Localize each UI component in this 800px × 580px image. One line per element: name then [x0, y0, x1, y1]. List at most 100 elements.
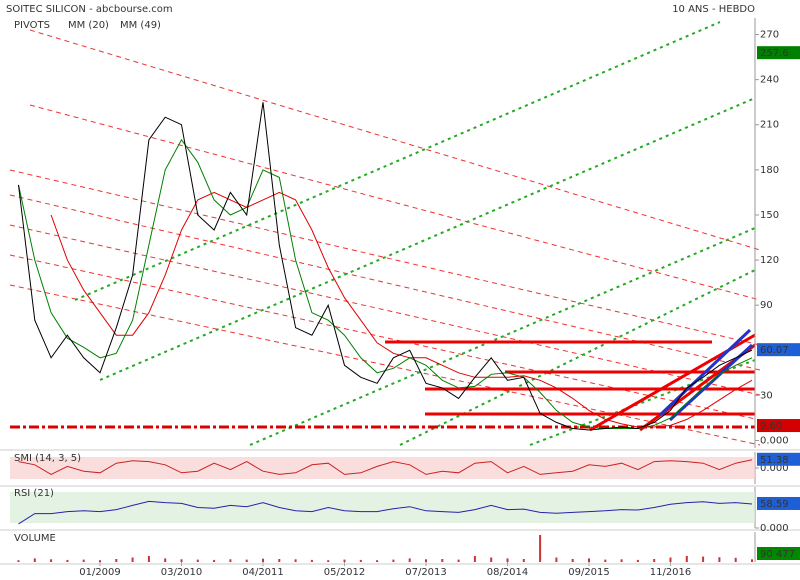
trend-line	[9, 284, 761, 446]
last-value: 51.38	[760, 455, 789, 466]
volume-bar	[262, 558, 264, 562]
legend-entry: MM (20)	[68, 20, 109, 31]
volume-bar	[392, 559, 395, 562]
price-tag-label: 257.6	[760, 48, 789, 59]
indicator-band	[10, 457, 755, 479]
x-tick-label: 04/2011	[242, 567, 284, 578]
x-tick-label: 11/2016	[650, 567, 692, 578]
y-tick-label: 270	[760, 30, 779, 41]
volume-bar	[147, 556, 150, 562]
panel-title: SMI (14, 3, 5)	[14, 453, 81, 464]
x-tick-label: 07/2013	[405, 567, 447, 578]
volume-bar	[327, 560, 330, 562]
volume-bar	[131, 557, 134, 562]
volume-bar	[734, 557, 737, 562]
volume-bar	[751, 559, 753, 562]
volume-bar	[653, 559, 656, 562]
volume-bar	[17, 560, 20, 562]
volume-bar	[164, 558, 167, 562]
x-tick-label: 09/2015	[568, 567, 610, 578]
trend-line	[529, 359, 756, 446]
chart-title: SOITEC SILICON - abcbourse.com	[6, 4, 173, 15]
y-tick-label: 0.000	[760, 463, 789, 474]
trend-line	[9, 254, 761, 421]
price-line	[18, 500, 753, 525]
indicator-band	[10, 492, 755, 523]
y-tick-label: 150	[760, 210, 779, 221]
y-tick-label: 0.000	[760, 435, 789, 446]
price-tag-label: 9.60	[760, 421, 782, 432]
volume-bar	[718, 557, 721, 562]
volume-bar	[588, 558, 590, 562]
volume-bar	[636, 559, 639, 562]
volume-bar	[50, 559, 53, 562]
volume-bar	[490, 557, 493, 562]
price-tag	[757, 343, 800, 357]
volume-bar	[310, 559, 313, 562]
last-value-tag	[757, 452, 800, 466]
volume-bar	[473, 556, 476, 562]
volume-bar	[115, 559, 118, 562]
volume-bar	[457, 559, 460, 562]
x-tick-label: 05/2012	[324, 567, 366, 578]
y-tick-label: 240	[760, 75, 779, 86]
x-tick-label: 01/2009	[79, 567, 121, 578]
volume-bar	[294, 559, 297, 562]
last-value-tag	[757, 496, 800, 510]
price-line	[18, 102, 753, 431]
pivots-label: PIVOTS	[14, 20, 50, 31]
last-value-tag	[757, 547, 800, 560]
volume-bar	[408, 558, 411, 562]
trend-line	[399, 269, 756, 446]
price-tag	[757, 46, 800, 60]
volume-bar	[604, 559, 607, 562]
chart-subtitle: 10 ANS - HEBDO	[672, 4, 755, 15]
x-tick-label: 03/2010	[161, 567, 203, 578]
trend-line	[74, 21, 721, 301]
y-tick-label: 120	[760, 255, 779, 266]
price-line	[18, 459, 753, 475]
trend-line	[9, 169, 761, 346]
x-tick-label: 08/2014	[487, 567, 529, 578]
volume-bar	[82, 559, 85, 562]
volume-bar	[506, 558, 509, 562]
volume-bar	[278, 559, 281, 562]
volume-bar	[620, 559, 623, 562]
volume-bar	[425, 559, 427, 562]
volume-bar	[376, 560, 379, 562]
last-value: 58.59	[760, 499, 789, 510]
y-tick-label: 90	[760, 300, 773, 311]
volume-bar	[555, 557, 558, 562]
channel-line	[668, 343, 754, 422]
panel-title: VOLUME	[14, 533, 56, 544]
volume-bar	[245, 559, 248, 562]
volume-bar	[441, 559, 444, 562]
volume-bar	[685, 556, 688, 562]
volume-bar	[343, 559, 346, 562]
legend-entry: MM (49)	[120, 20, 161, 31]
panel-title: RSI (21)	[14, 488, 54, 499]
volume-bar	[196, 559, 199, 562]
volume-bar	[571, 559, 574, 562]
volume-bar	[539, 535, 542, 562]
volume-bar	[359, 559, 362, 562]
y-tick-label: 180	[760, 165, 779, 176]
channel-line	[658, 328, 752, 417]
volume-bar	[33, 558, 36, 562]
y-tick-label: 0.000	[760, 523, 789, 534]
volume-bar	[180, 559, 183, 562]
volume-bar	[669, 557, 672, 562]
last-value: 90 477	[760, 549, 795, 560]
trend-line	[29, 29, 761, 251]
volume-bar	[213, 559, 216, 562]
moving-average	[50, 191, 753, 428]
volume-bar	[702, 556, 705, 562]
price-tag	[757, 419, 800, 433]
volume-bar	[66, 559, 69, 562]
y-tick-label: 210	[760, 120, 779, 131]
price-tag-label: 60.07	[760, 345, 789, 356]
volume-bar	[99, 560, 101, 562]
trend-line	[249, 227, 756, 446]
